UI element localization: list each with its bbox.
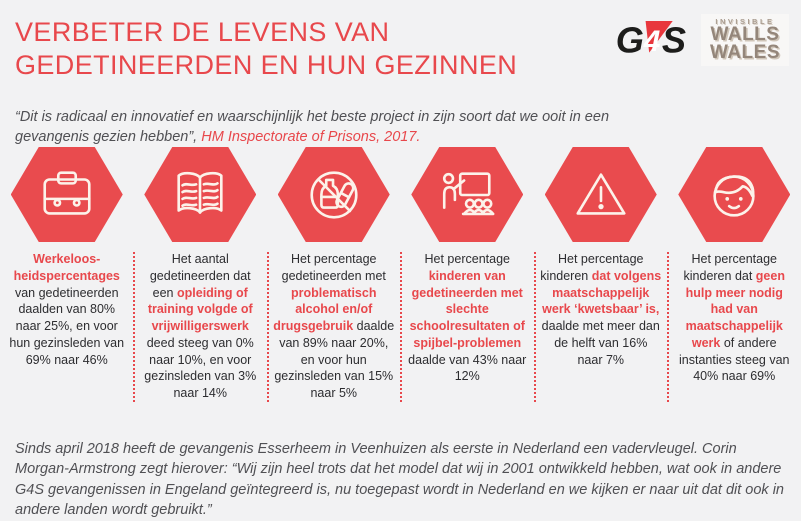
logo-row: G 4 S INVISIBLE WALLS WALES — [613, 14, 789, 66]
stat-column-school-results: Het percentage kinderen van gedetineerde… — [401, 147, 535, 402]
stat-text-substance-use: Het percentage gedetineerden met problem… — [267, 251, 400, 402]
page-title-line1: VERBETER DE LEVENS VAN — [15, 16, 517, 49]
stat-text-employment: Werkeloos-heidspercentages van gedetinee… — [0, 251, 133, 368]
hexagon-school-results — [411, 147, 523, 242]
stat-text-education: Het aantal gedetineerden dat een opleidi… — [134, 251, 267, 402]
hexagon-no-help-needed — [678, 147, 790, 242]
hexagon-education — [144, 147, 256, 242]
stat-text-school-results: Het percentage kinderen van gedetineerde… — [401, 251, 534, 385]
hexagon-vulnerable — [545, 147, 657, 242]
g4s-logo: G 4 S — [613, 14, 689, 66]
g4s-letter-4: 4 — [643, 25, 661, 58]
stat-highlight: Werkeloos-heidspercentages — [14, 252, 120, 283]
stat-highlight: kinderen van gedetineerden met slechte s… — [410, 269, 525, 350]
iww-logo-walls: WALLS — [710, 26, 780, 43]
stat-text-no-help-needed: Het percentage kinderen dat geen hulp me… — [668, 251, 801, 385]
stat-plain-text: daalde met meer dan de helft van 16% naa… — [542, 319, 660, 367]
briefcase-icon — [36, 164, 98, 226]
open-book-icon — [169, 164, 231, 226]
child-face-icon — [703, 164, 765, 226]
column-divider — [534, 252, 536, 402]
column-divider — [667, 252, 669, 402]
stat-column-substance-use: Het percentage gedetineerden met problem… — [267, 147, 401, 402]
iww-logo-wales: WALES — [710, 44, 780, 61]
stat-plain-text: van gedetineerden daalden van 80% naar 2… — [9, 286, 124, 367]
g4s-letter-g: G — [616, 20, 644, 61]
stat-text-vulnerable: Het percentage kinderen dat volgens maat… — [534, 251, 667, 368]
footer-paragraph: Sinds april 2018 heeft de gevangenis Ess… — [15, 439, 790, 521]
no-alcohol-drugs-icon — [303, 164, 365, 226]
warning-icon — [570, 164, 632, 226]
stat-column-employment: Werkeloos-heidspercentages van gedetinee… — [0, 147, 134, 402]
inspectorate-quote: “Dit is radicaal en innovatief en waarsc… — [15, 107, 660, 148]
column-divider — [400, 252, 402, 402]
infographic-page: VERBETER DE LEVENS VAN GEDETINEERDEN EN … — [0, 0, 801, 499]
stat-column-vulnerable: Het percentage kinderen dat volgens maat… — [534, 147, 668, 402]
stat-plain-text: Het percentage gedetineerden met — [282, 252, 386, 283]
stat-column-no-help-needed: Het percentage kinderen dat geen hulp me… — [668, 147, 801, 402]
stat-plain-text: deed steeg van 0% naar 10%, en voor gezi… — [144, 336, 256, 400]
column-divider — [133, 252, 135, 402]
page-title: VERBETER DE LEVENS VAN GEDETINEERDEN EN … — [15, 16, 517, 83]
hexagon-employment — [11, 147, 123, 242]
hexagon-substance-use — [278, 147, 390, 242]
quote-source: HM Inspectorate of Prisons, 2017. — [201, 129, 420, 145]
page-title-line2: GEDETINEERDEN EN HUN GEZINNEN — [15, 49, 517, 82]
invisible-walls-wales-logo: INVISIBLE WALLS WALES — [701, 14, 789, 66]
classroom-icon — [436, 164, 498, 226]
column-divider — [267, 252, 269, 402]
stat-column-education: Het aantal gedetineerden dat een opleidi… — [134, 147, 268, 402]
stat-plain-text: Het percentage — [425, 252, 510, 266]
g4s-letter-s: S — [662, 20, 686, 61]
stat-plain-text: daalde van 43% naar 12% — [408, 353, 526, 384]
